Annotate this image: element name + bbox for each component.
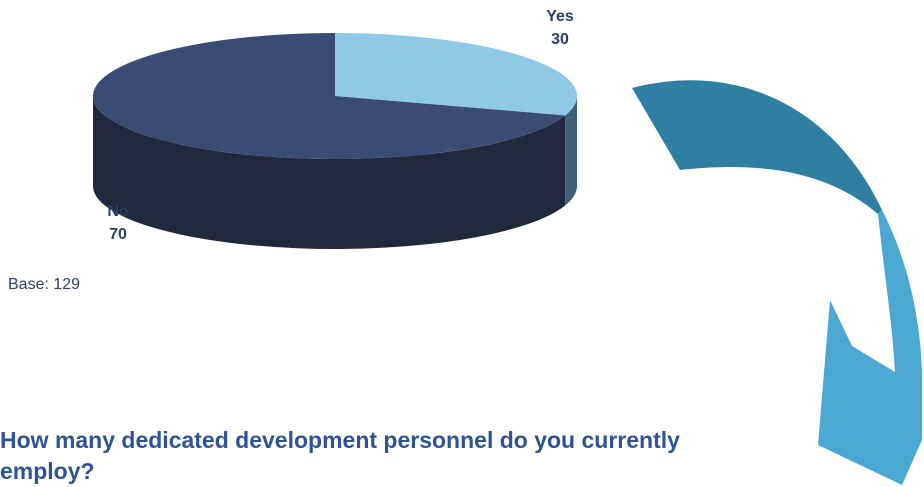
slice-label-no: No 70: [107, 203, 129, 244]
arrow-shaft-light: [878, 210, 922, 372]
pie-slice-no: [93, 33, 566, 159]
pie-side-yes: [565, 96, 577, 206]
base-note: Base: 129: [8, 276, 81, 293]
slice-label-yes: Yes 30: [546, 8, 574, 49]
pie-slices-group: [93, 33, 578, 250]
question-text: How many dedicated development personnel…: [0, 427, 680, 485]
arrow-shaft-dark: [632, 80, 882, 215]
pie-slice-yes: [335, 33, 578, 116]
curved-arrow-icon: [632, 80, 922, 485]
arrow-head: [818, 300, 922, 485]
pie-side-no: [93, 96, 566, 250]
